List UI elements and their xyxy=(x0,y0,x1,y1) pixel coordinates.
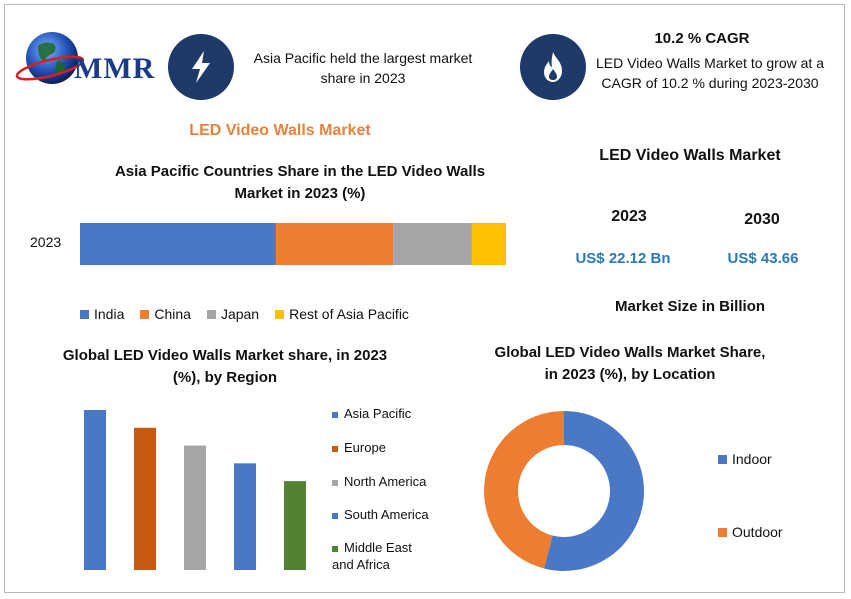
legend-asia-pacific: Asia Pacific xyxy=(332,405,432,422)
slice-outdoor xyxy=(484,411,564,569)
globe-icon xyxy=(15,32,85,84)
legend-label: Japan xyxy=(220,306,260,322)
legend-china: China xyxy=(140,306,191,322)
legend-rest-of-asia-pacific: Rest of Asia Pacific xyxy=(275,306,409,322)
legend-india: India xyxy=(80,306,124,322)
legend-swatch xyxy=(332,546,338,552)
mmr-logo: MMR xyxy=(14,24,158,94)
legend-label: Europe xyxy=(344,440,386,455)
bar-south-america xyxy=(234,463,256,570)
legend-indoor: Indoor xyxy=(718,451,772,467)
bar-middle-east-and-africa xyxy=(284,481,306,570)
legend-label: India xyxy=(94,306,125,322)
year-2030: 2030 xyxy=(744,211,780,228)
location-donut-chart xyxy=(484,411,644,571)
legend-north-america: North America xyxy=(332,473,432,490)
stacked-chart-title: Asia Pacific Countries Share in the LED … xyxy=(114,163,486,202)
stacked-legend: India China Japan Rest of Asia Pacific xyxy=(80,306,520,322)
region-bar-chart xyxy=(84,410,306,570)
bar-north-america xyxy=(184,445,206,570)
infographic-frame xyxy=(4,4,845,593)
legend-swatch xyxy=(332,446,338,452)
bar-segment-japan xyxy=(393,223,472,265)
bar-segment-india xyxy=(80,223,276,265)
legend-label: Middle East and Africa xyxy=(332,540,412,572)
value-2030: US$ 43.66 xyxy=(727,250,799,267)
slice-indoor xyxy=(544,411,644,571)
flame-icon xyxy=(520,34,586,100)
bar-asia-pacific xyxy=(84,410,106,570)
legend-swatch xyxy=(332,412,338,418)
region-chart-title: Global LED Video Walls Market share, in … xyxy=(62,347,388,386)
lightning-icon xyxy=(168,34,234,100)
legend-label: North America xyxy=(344,474,427,489)
bar-segment-rest-of-asia-pacific xyxy=(471,223,506,265)
legend-swatch xyxy=(718,527,727,537)
bar-europe xyxy=(134,427,156,570)
legend-label: China xyxy=(154,306,191,322)
cagr-title: 10.2 % CAGR xyxy=(654,30,750,47)
legend-outdoor: Outdoor xyxy=(718,524,783,540)
legend-swatch xyxy=(206,309,216,319)
stacked-bar-chart xyxy=(80,223,506,265)
legend-swatch xyxy=(275,309,285,319)
value-2023: US$ 22.12 Bn xyxy=(575,250,671,267)
legend-label: Asia Pacific xyxy=(344,406,412,421)
bar-segment-china xyxy=(275,223,394,265)
cagr-text: LED Video Walls Market to grow at a CAGR… xyxy=(596,55,824,91)
stacked-category-label: 2023 xyxy=(30,234,62,250)
year-2023: 2023 xyxy=(611,208,647,225)
info-text: Asia Pacific held the largest market sha… xyxy=(253,50,473,86)
legend-japan: Japan xyxy=(206,306,260,322)
legend-swatch xyxy=(332,513,338,519)
legend-middle-east-and-africa: Middle East and Africa xyxy=(332,539,432,573)
legend-label: Rest of Asia Pacific xyxy=(289,306,409,322)
legend-label: Indoor xyxy=(732,451,772,467)
legend-label: South America xyxy=(344,507,429,522)
legend-label: Outdoor xyxy=(732,524,783,540)
legend-swatch xyxy=(140,309,150,319)
legend-south-america: South America xyxy=(332,506,432,523)
market-size-unit: Market Size in Billion xyxy=(614,298,766,315)
legend-swatch xyxy=(80,309,89,319)
legend-swatch xyxy=(718,454,727,464)
location-chart-title: Global LED Video Walls Market Share, in … xyxy=(494,344,766,383)
legend-europe: Europe xyxy=(332,439,432,456)
page-title: LED Video Walls Market xyxy=(189,122,371,139)
legend-swatch xyxy=(332,480,338,486)
logo-text: MMR xyxy=(74,52,156,85)
market-size-title: LED Video Walls Market xyxy=(599,147,781,164)
